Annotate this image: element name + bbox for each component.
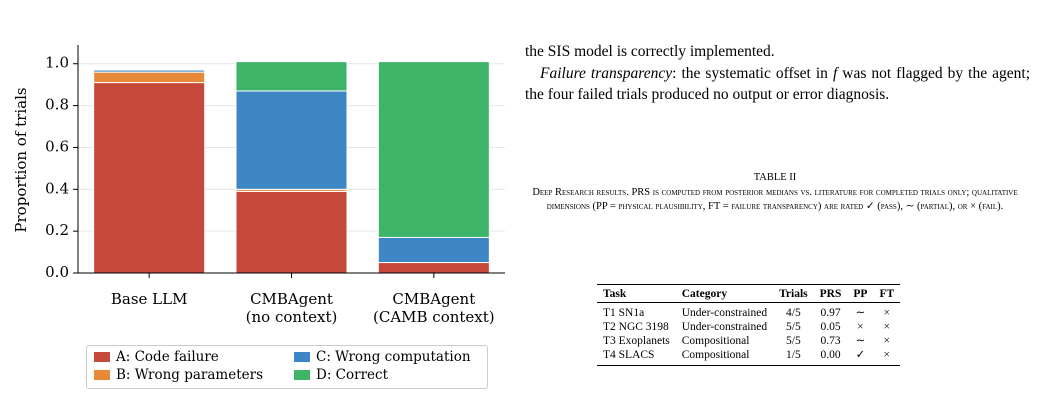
table-cell: T4 SLACS xyxy=(603,349,655,361)
y-tick-label: 1.0 xyxy=(45,54,69,72)
table-cell: × xyxy=(883,335,891,347)
legend-swatch xyxy=(294,352,310,362)
table-cell: 0.05 xyxy=(820,321,841,333)
table-header-cell: PP xyxy=(847,284,874,303)
y-tick-label: 0.6 xyxy=(45,137,69,155)
table-cell: 0.00 xyxy=(820,349,841,361)
y-tick-label: 0.2 xyxy=(45,221,69,239)
y-tick-label: 0.4 xyxy=(45,179,69,197)
table-cell: 5/5 xyxy=(786,335,801,347)
legend-swatch xyxy=(94,352,110,362)
paragraph: Failure transparency: the systematic off… xyxy=(525,63,1030,105)
table-cell: × xyxy=(883,307,891,319)
legend-item: D: Correct xyxy=(294,367,388,383)
table-row: T1 SN1a Under-constrained 4/5 0.97 ∼ × xyxy=(597,303,900,321)
table-header-cell: Trials xyxy=(773,284,814,303)
bar-segment xyxy=(377,262,490,274)
paragraph: the SIS model is correctly implemented. xyxy=(525,41,1030,62)
table-header-row: Task Category Trials PRS PP FT xyxy=(597,284,901,303)
table-cell: × xyxy=(883,349,891,361)
table-header-cell: Category xyxy=(675,284,774,303)
y-tick-label: 0.0 xyxy=(45,263,69,281)
bar-segment xyxy=(235,61,348,92)
table-cell: ∼ xyxy=(855,335,866,347)
x-tick-label: Base LLM xyxy=(110,290,188,308)
chart: Proportion of trials 0.0 0.2 0.4 0.6 0.8 1.0 xyxy=(12,45,505,281)
legend-item: C: Wrong computation xyxy=(294,349,471,365)
legend-label: C: Wrong computation xyxy=(316,349,471,365)
legend-label: D: Correct xyxy=(316,367,389,383)
text: f xyxy=(832,65,838,82)
table-cell: T1 SN1a xyxy=(603,307,645,319)
table-cell: Under-constrained xyxy=(681,321,768,333)
bar-segment xyxy=(93,71,206,84)
table-cell: 0.97 xyxy=(820,307,841,319)
bar-segment xyxy=(93,82,206,274)
table-cell: 0.73 xyxy=(820,335,841,347)
table-cell: Compositional xyxy=(681,349,750,361)
table-cell: T2 NGC 3198 xyxy=(603,321,669,333)
legend-item: B: Wrong parameters xyxy=(94,367,263,383)
table-cell: ∼ xyxy=(855,307,866,319)
text: : the systematic offset in xyxy=(672,65,833,82)
table-cell: × xyxy=(857,321,864,333)
table-row: T3 Exoplanets Compositional 5/5 0.73 ∼ × xyxy=(597,334,900,348)
table-cell: ✓ xyxy=(855,349,866,361)
x-tick-label: CMBAgent (no context) xyxy=(245,290,338,326)
text: Failure transparency xyxy=(540,65,673,82)
bar-segment xyxy=(93,69,206,73)
table-cell: 4/5 xyxy=(786,307,801,319)
legend: A: Code failure B: Wrong parameters C: Wro… xyxy=(86,345,488,389)
legend-label: A: Code failure xyxy=(116,349,219,365)
table-row: T4 SLACS Compositional 1/5 0.00 ✓ × xyxy=(597,348,900,366)
x-tick-label: CMBAgent (CAMB context) xyxy=(373,290,495,326)
text: was not flagged by the agent; the four f… xyxy=(525,65,1030,103)
table-header-cell: Task xyxy=(597,284,676,303)
legend-label: B: Wrong parameters xyxy=(116,367,264,383)
table: Task Category Trials PRS PP FT T1 SN1a Under-co… xyxy=(597,284,901,366)
table-cell: Compositional xyxy=(681,335,750,347)
table-label: TABLE II xyxy=(753,172,797,183)
legend-item: A: Code failure xyxy=(94,349,219,365)
y-axis-label: Proportion of trials xyxy=(12,87,30,232)
legend-swatch xyxy=(94,370,110,380)
table-cell: 5/5 xyxy=(786,321,801,333)
table-cell: T3 Exoplanets xyxy=(603,335,670,347)
table-cell: Under-constrained xyxy=(681,307,768,319)
bar-segment xyxy=(377,236,490,264)
legend-swatch xyxy=(294,370,310,380)
table-cell: × xyxy=(883,321,891,333)
table-row: T2 NGC 3198 Under-constrained 5/5 0.05 × × xyxy=(597,320,900,334)
text: the SIS model is correctly implemented. xyxy=(525,43,775,60)
bar-segment xyxy=(377,61,490,238)
y-tick-label: 0.8 xyxy=(45,96,69,114)
bar-segment xyxy=(235,190,348,274)
bar-segment xyxy=(235,90,348,190)
table-header-cell: FT xyxy=(873,284,901,303)
table-caption: Deep Research results. PRS is computed f… xyxy=(532,187,1018,212)
table-cell: 1/5 xyxy=(786,349,801,361)
table-header-cell: PRS xyxy=(813,284,848,303)
